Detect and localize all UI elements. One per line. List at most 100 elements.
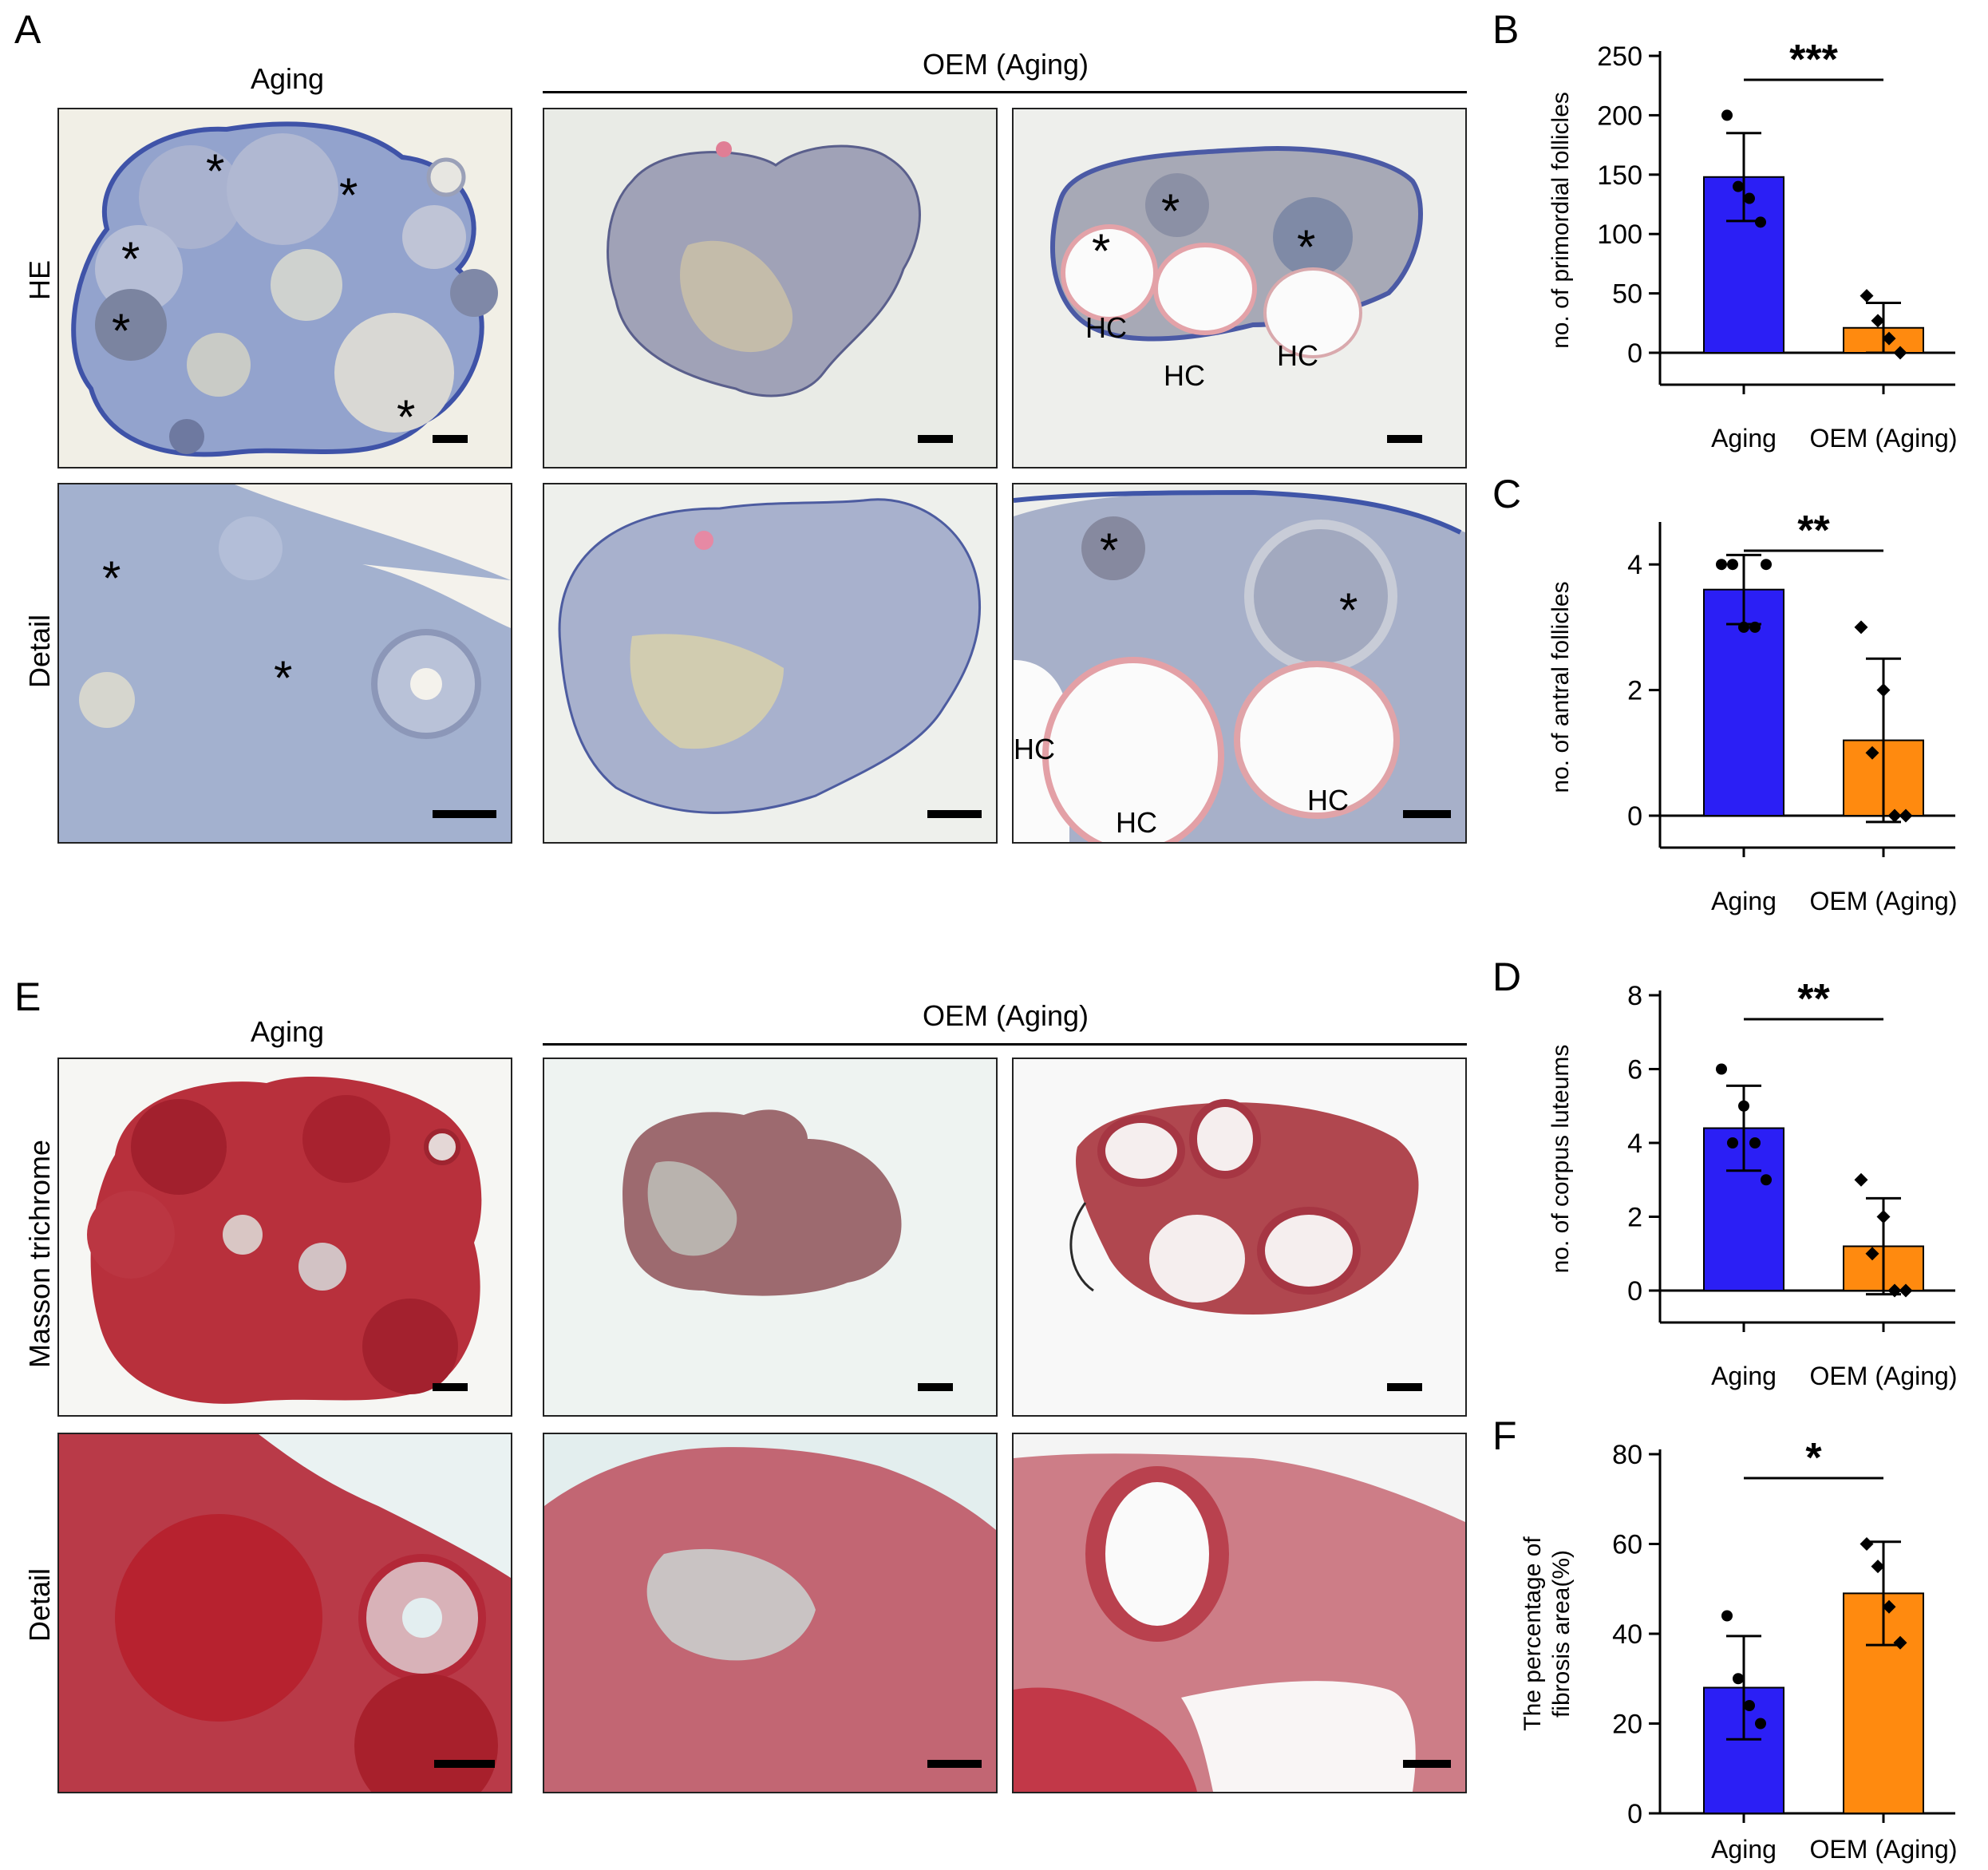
star-annotation: * bbox=[274, 651, 293, 705]
panel-letter-a: A bbox=[14, 7, 41, 52]
y-axis-label: no. of antral follicles bbox=[1547, 581, 1574, 793]
data-point bbox=[1744, 192, 1755, 204]
y-tick-label: 80 bbox=[1612, 1440, 1642, 1470]
star-annotation: * bbox=[1339, 583, 1358, 637]
he-oem-overview-image-1 bbox=[543, 108, 998, 468]
y-tick-label: 6 bbox=[1627, 1055, 1642, 1085]
y-axis-label: The percentage of fibrosis area(%) bbox=[1520, 1536, 1575, 1731]
data-point bbox=[1860, 1537, 1874, 1551]
significance-marker: *** bbox=[1789, 37, 1838, 83]
panel-letter-e: E bbox=[14, 975, 41, 1019]
a-col-title-aging: Aging bbox=[250, 62, 325, 95]
y-tick-label: 20 bbox=[1612, 1710, 1642, 1740]
star-annotation: * bbox=[397, 390, 416, 444]
data-point bbox=[1876, 1210, 1891, 1224]
data-point bbox=[1755, 1718, 1766, 1730]
e-col-title-oem: OEM (Aging) bbox=[922, 999, 1089, 1032]
panel-letter-b: B bbox=[1492, 7, 1520, 52]
masson-aging-overview-image bbox=[57, 1058, 512, 1417]
y-tick-label: 8 bbox=[1627, 981, 1642, 1011]
chart-fibrosis-area: 0 20 40 60 80 The percentage of fibrosis area(… bbox=[1520, 1435, 1958, 1864]
masson-oem-overview-image-1 bbox=[543, 1058, 998, 1417]
x-tick-label: Aging bbox=[1711, 1362, 1777, 1390]
star-annotation: * bbox=[121, 232, 140, 286]
data-point bbox=[1727, 1137, 1738, 1148]
significance-marker: ** bbox=[1797, 508, 1830, 554]
data-point bbox=[1860, 289, 1874, 303]
x-tick-label: OEM (Aging) bbox=[1810, 1835, 1958, 1864]
y-tick-label: 60 bbox=[1612, 1530, 1642, 1560]
chart-antral-follicles: 0 2 4 no. of antral follicles Aging OEM (Agin… bbox=[1547, 508, 1958, 915]
masson-oem-detail-image-2 bbox=[1012, 1433, 1467, 1793]
star-annotation: * bbox=[112, 304, 131, 358]
he-aging-overview-image bbox=[57, 108, 512, 468]
hc-label: HC bbox=[1085, 311, 1127, 344]
star-annotation: * bbox=[206, 144, 225, 198]
panel-letter-f: F bbox=[1492, 1413, 1517, 1458]
x-tick-label: Aging bbox=[1711, 887, 1777, 915]
hc-label: HC bbox=[1307, 784, 1349, 816]
data-point bbox=[1721, 109, 1733, 121]
e-row-label-masson: Masson trichrome bbox=[23, 1139, 56, 1369]
masson-aging-detail-image bbox=[57, 1433, 512, 1793]
star-annotation: * bbox=[339, 168, 358, 222]
y-tick-label: 2 bbox=[1627, 1203, 1642, 1233]
he-oem-detail-image-2 bbox=[1012, 483, 1467, 844]
data-point bbox=[1854, 1172, 1868, 1187]
he-aging-detail-image bbox=[57, 483, 512, 844]
a-row-label-he: HE bbox=[23, 260, 56, 301]
y-axis-label: no. of primordial follicles bbox=[1547, 92, 1574, 349]
x-tick-label: OEM (Aging) bbox=[1810, 1362, 1958, 1390]
hc-label: HC bbox=[1277, 339, 1318, 372]
x-tick-label: Aging bbox=[1711, 1835, 1777, 1864]
y-tick-label: 150 bbox=[1597, 160, 1642, 191]
y-axis-label: no. of corpus luteums bbox=[1547, 1045, 1574, 1274]
hc-label: HC bbox=[1014, 733, 1055, 765]
e-col-title-aging: Aging bbox=[250, 1015, 325, 1048]
hc-label: HC bbox=[1164, 359, 1205, 392]
he-oem-detail-image-1 bbox=[543, 483, 998, 844]
star-annotation: * bbox=[102, 552, 121, 605]
data-point bbox=[1727, 559, 1738, 571]
data-point bbox=[1716, 559, 1727, 571]
star-annotation: * bbox=[1092, 224, 1111, 278]
y-tick-label: 100 bbox=[1597, 219, 1642, 250]
masson-oem-overview-image-2 bbox=[1012, 1058, 1467, 1417]
x-tick-label: OEM (Aging) bbox=[1810, 887, 1958, 915]
y-tick-label: 4 bbox=[1627, 1129, 1642, 1159]
data-point bbox=[1744, 1700, 1755, 1711]
star-annotation: * bbox=[1297, 220, 1316, 274]
panel-letter-d: D bbox=[1492, 955, 1522, 999]
masson-oem-detail-image-1 bbox=[543, 1433, 998, 1793]
x-tick-label: OEM (Aging) bbox=[1810, 424, 1958, 453]
a-oem-bracket-line bbox=[543, 91, 1467, 93]
data-point bbox=[1733, 1673, 1744, 1685]
a-col-title-oem: OEM (Aging) bbox=[922, 48, 1089, 81]
data-point bbox=[1733, 180, 1744, 192]
y-tick-label: 50 bbox=[1612, 279, 1642, 310]
y-tick-label: 200 bbox=[1597, 101, 1642, 131]
y-tick-label: 0 bbox=[1627, 338, 1642, 369]
y-tick-label: 0 bbox=[1627, 1799, 1642, 1829]
data-point bbox=[1716, 1063, 1727, 1075]
y-tick-label: 2 bbox=[1627, 676, 1642, 706]
star-annotation: * bbox=[1100, 524, 1119, 577]
hc-label: HC bbox=[1116, 806, 1157, 839]
x-tick-label: Aging bbox=[1711, 424, 1777, 453]
e-oem-bracket-line bbox=[543, 1043, 1467, 1046]
y-tick-label: 0 bbox=[1627, 801, 1642, 832]
y-tick-label: 40 bbox=[1612, 1619, 1642, 1650]
data-point bbox=[1755, 216, 1766, 228]
e-row-label-detail: Detail bbox=[23, 1568, 56, 1643]
chart-primordial-follicles: 0 50 100 150 200 250 no. of primordial follicl… bbox=[1547, 37, 1958, 453]
he-oem-overview-image-2 bbox=[1012, 108, 1467, 468]
data-point bbox=[1749, 621, 1761, 633]
significance-marker: * bbox=[1805, 1435, 1822, 1481]
data-point bbox=[1738, 621, 1749, 633]
a-row-label-detail: Detail bbox=[23, 614, 56, 689]
y-tick-label: 0 bbox=[1627, 1276, 1642, 1307]
data-point bbox=[1761, 559, 1772, 571]
data-point bbox=[1749, 1137, 1761, 1148]
data-point bbox=[1761, 1174, 1772, 1186]
significance-marker: ** bbox=[1797, 976, 1830, 1022]
